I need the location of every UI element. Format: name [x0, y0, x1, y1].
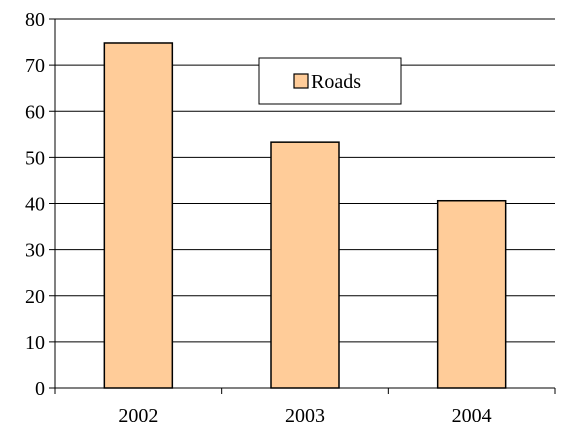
legend: Roads [258, 57, 402, 105]
legend-box [258, 57, 402, 105]
bars [103, 42, 507, 389]
x-tick-labels: 2002 2003 2004 [54, 388, 556, 427]
x-tick-label: 2002 [118, 405, 158, 427]
y-tick-label: 80 [25, 9, 45, 31]
y-tick-label: 40 [25, 194, 45, 216]
y-tick-label: 20 [25, 286, 45, 308]
y-tick-label: 60 [25, 101, 45, 123]
y-tick-label: 50 [25, 147, 45, 169]
y-tick-label: 30 [25, 240, 45, 262]
y-tick-labels: 0 10 20 30 40 50 60 70 80 [25, 9, 55, 400]
x-tick-label: 2004 [452, 405, 492, 427]
legend-label-roads: Roads [311, 71, 361, 93]
y-tick-label: 70 [25, 55, 45, 77]
bar-2003 [270, 141, 340, 389]
y-tick-label: 10 [25, 332, 45, 354]
legend-swatch [293, 73, 309, 89]
bar-2002 [103, 42, 174, 389]
y-tick-label: 0 [35, 378, 45, 400]
bar-2004 [436, 199, 507, 389]
x-tick-label: 2003 [285, 405, 325, 427]
